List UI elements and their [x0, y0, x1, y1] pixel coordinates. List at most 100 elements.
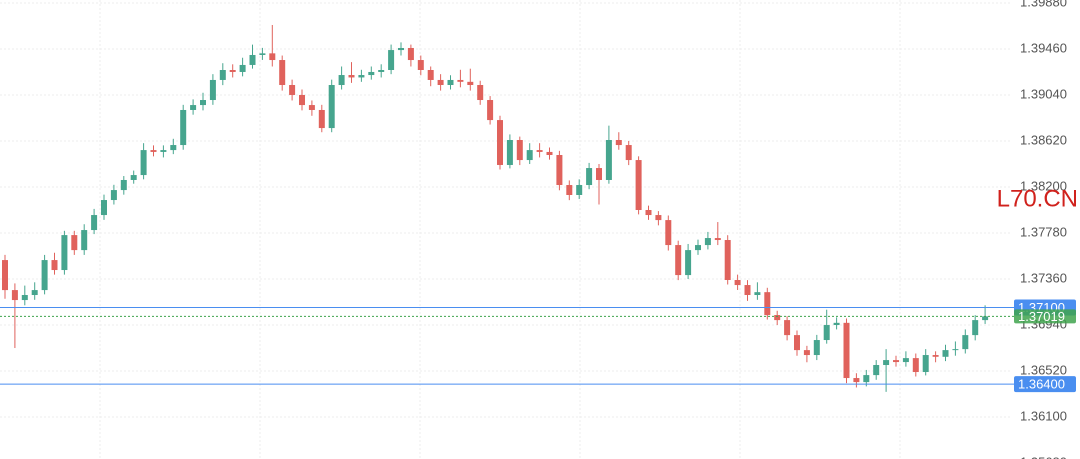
candle-body	[299, 94, 305, 106]
y-tick-label: 1.39040	[1020, 86, 1067, 101]
candle-body	[358, 75, 365, 78]
candle-body	[101, 200, 107, 216]
candle-body	[635, 160, 642, 211]
candle-body	[566, 185, 573, 195]
candle-body	[457, 79, 464, 82]
candle-body	[91, 215, 98, 231]
candle-body	[932, 355, 939, 357]
candle-body	[784, 320, 791, 336]
candle-body	[794, 335, 800, 351]
candle-body	[536, 150, 543, 152]
candle-body	[487, 100, 494, 121]
candle-body	[417, 60, 424, 71]
candle-body	[714, 238, 721, 241]
candle-body	[209, 79, 216, 101]
candle-body	[41, 260, 48, 291]
candle-body	[328, 85, 335, 129]
y-tick-label: 1.39460	[1020, 40, 1067, 55]
candle-body	[200, 100, 206, 106]
candle-body	[160, 150, 167, 152]
candle-body	[704, 238, 711, 246]
candle-body	[477, 85, 484, 101]
y-tick-label: 1.36100	[1020, 408, 1067, 423]
candle-body	[51, 260, 58, 271]
candle-body	[922, 355, 929, 373]
candle-body	[140, 150, 147, 176]
candle-body	[952, 349, 959, 351]
candle-body	[695, 245, 701, 251]
candle-body	[576, 185, 583, 195]
candle-body	[615, 140, 622, 146]
candle-body	[586, 168, 593, 186]
candle-body	[388, 50, 395, 71]
candle-body	[516, 140, 523, 161]
candle-body	[249, 54, 256, 65]
candle-body	[546, 151, 553, 156]
candle-body	[843, 322, 850, 379]
candle-body	[833, 322, 840, 326]
candle-body	[803, 350, 810, 356]
candle-body	[873, 365, 880, 376]
candle-body	[348, 75, 355, 78]
candle-body	[754, 292, 761, 296]
candle-body	[902, 358, 909, 363]
y-tick-label: 1.36520	[1020, 362, 1067, 377]
candle-body	[893, 360, 899, 363]
candle-body	[269, 53, 276, 61]
candle-body	[506, 140, 513, 165]
price-label-box	[1014, 376, 1076, 393]
candle-body	[912, 358, 919, 373]
candle-body	[427, 70, 434, 80]
y-tick-label: 1.38620	[1020, 132, 1067, 147]
candle-body	[853, 378, 860, 383]
y-tick-label: 1.35680	[1020, 454, 1067, 459]
candle-body	[467, 81, 474, 86]
candle-body	[378, 70, 385, 72]
candle-body	[774, 315, 781, 321]
candle-body	[497, 120, 503, 165]
candle-body	[229, 70, 236, 72]
candle-body	[110, 190, 117, 201]
candle-body	[724, 240, 731, 281]
candle-body	[190, 105, 197, 110]
candle-body	[813, 340, 820, 356]
candle-body	[338, 75, 345, 86]
candle-body	[942, 350, 949, 357]
candle-body	[180, 109, 187, 146]
candle-body	[407, 47, 414, 61]
candle-body	[2, 260, 8, 291]
candle-body	[219, 70, 226, 80]
candle-body	[982, 316, 989, 321]
candle-body	[120, 179, 127, 191]
candle-body	[61, 235, 68, 271]
candle-body	[11, 290, 18, 301]
candle-body	[398, 47, 404, 51]
y-tick-label: 1.37780	[1020, 224, 1067, 239]
candle-body	[685, 250, 692, 276]
candle-body	[655, 215, 662, 221]
y-tick-label: 1.37360	[1020, 270, 1067, 285]
last-price-box	[1014, 309, 1076, 324]
candle-body	[21, 295, 28, 301]
watermark: L70.CN	[997, 185, 1078, 212]
candle-body	[368, 71, 375, 76]
candle-body	[596, 168, 602, 180]
candle-body	[734, 280, 741, 286]
candle-body	[279, 60, 286, 86]
candle-body	[31, 290, 38, 296]
candle-body	[526, 150, 533, 161]
candle-body	[289, 85, 296, 95]
candle-body	[71, 235, 78, 251]
candle-body	[308, 105, 315, 110]
last-price-label: 1.37019	[1018, 309, 1065, 324]
candle-body	[665, 220, 672, 246]
candle-body	[81, 230, 88, 251]
price-label: 1.36400	[1018, 377, 1065, 392]
candle-body	[259, 53, 266, 55]
candle-body	[239, 64, 246, 72]
candle-body	[863, 375, 870, 383]
candle-body	[645, 210, 652, 216]
candle-body	[447, 79, 454, 86]
